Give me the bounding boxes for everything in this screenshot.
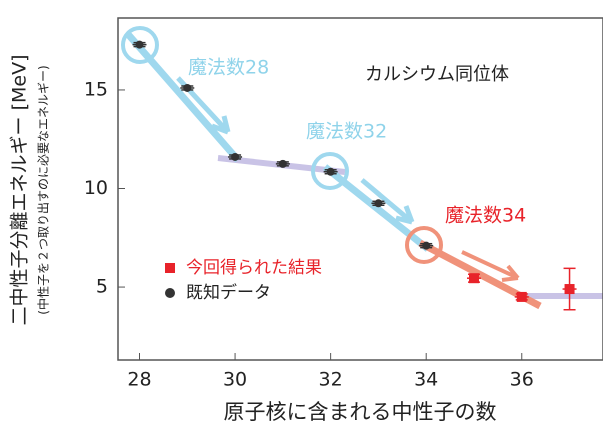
- legend-marker: [165, 263, 175, 273]
- x-tick-label: 32: [319, 369, 343, 391]
- point: [516, 291, 527, 302]
- highlight-circle: [121, 26, 159, 64]
- point: [231, 152, 240, 161]
- arrow: [461, 250, 520, 282]
- y-tick-label: 5: [96, 276, 108, 298]
- annotation: 魔法数34: [445, 205, 526, 227]
- y-axis-note: (中性子を２つ取り出すのに必要なエネルギー): [36, 65, 51, 314]
- legend-marker: [165, 288, 175, 298]
- y-axis-label: 二中性子分離エネルギー [MeV]: [9, 55, 31, 326]
- annotation: 魔法数28: [188, 57, 269, 79]
- point: [135, 40, 144, 49]
- trend-line: [124, 30, 241, 163]
- annotation: 魔法数32: [306, 121, 387, 143]
- point: [374, 199, 383, 208]
- arrow: [360, 178, 415, 225]
- point: [278, 159, 287, 168]
- highlight-circle: [311, 152, 349, 190]
- legend-label: 今回得られた結果: [186, 258, 322, 278]
- point: [468, 273, 479, 284]
- decorations: [121, 26, 603, 310]
- point: [564, 284, 575, 295]
- x-tick-label: 36: [510, 369, 534, 391]
- x-axis-label: 原子核に含まれる中性子の数: [224, 400, 497, 424]
- annotation: カルシウム同位体: [365, 64, 509, 85]
- x-tick-label: 28: [127, 369, 151, 391]
- point: [422, 241, 431, 250]
- point: [326, 167, 335, 176]
- x-tick-label: 30: [223, 369, 247, 391]
- y-tick-label: 10: [84, 177, 108, 199]
- trend-line: [322, 164, 431, 252]
- y-tick-label: 15: [84, 78, 108, 100]
- point: [183, 83, 192, 92]
- highlight-circle: [405, 226, 443, 264]
- legend-label: 既知データ: [186, 282, 271, 303]
- x-tick-label: 34: [414, 369, 438, 391]
